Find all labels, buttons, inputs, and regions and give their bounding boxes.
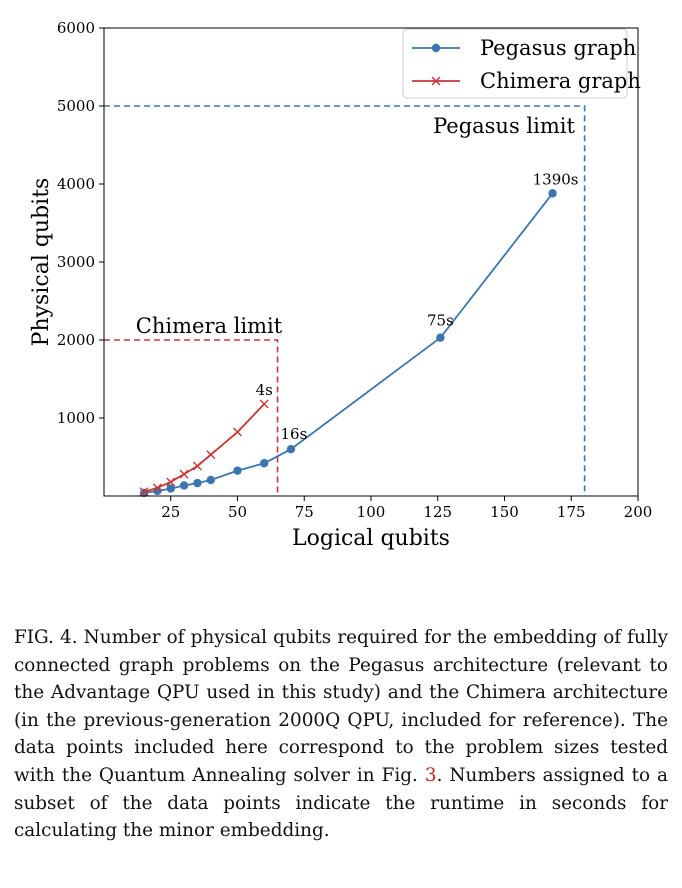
limit-label: Chimera limit <box>136 314 283 338</box>
limit-line <box>104 339 279 496</box>
data-point <box>548 189 557 198</box>
data-point <box>286 445 296 454</box>
data-label: 4s <box>256 381 273 399</box>
limit-line <box>104 105 586 496</box>
y-axis-label: Physical qubits <box>29 178 54 347</box>
y-tick-label: 1000 <box>57 409 95 427</box>
legend-marker <box>431 43 441 53</box>
x-tick-label: 175 <box>557 503 586 521</box>
data-point <box>179 481 189 490</box>
data-point <box>179 469 189 479</box>
y-tick-label: 4000 <box>57 175 95 193</box>
data-point <box>166 477 176 487</box>
legend-label: Pegasus graph <box>480 36 636 60</box>
data-label: 1390s <box>533 170 579 188</box>
caption-text-after-ref: . Numbers assigned to a subset of the da… <box>14 764 668 842</box>
x-tick-label: 100 <box>357 503 386 521</box>
data-point <box>206 475 215 485</box>
axis-ticks: 25 50 75 100 125 150 175 200 1000 2000 3000 4000 500… <box>57 19 653 521</box>
figure-caption: FIG. 4. Number of physical qubits requir… <box>14 624 668 845</box>
series <box>139 189 557 498</box>
data-label: 75s <box>427 312 454 330</box>
data-point <box>259 399 269 409</box>
y-tick-label: 6000 <box>57 19 95 37</box>
data-point <box>233 427 242 437</box>
limit-lines: Pegasus limit Chimera limit <box>104 105 586 496</box>
y-tick-label: 5000 <box>57 97 95 115</box>
x-tick-label: 25 <box>161 503 180 521</box>
caption-text-before-ref: FIG. 4. Number of physical qubits requir… <box>14 627 668 786</box>
x-tick-label: 50 <box>228 503 247 521</box>
data-point <box>233 466 242 475</box>
x-tick-label: 75 <box>295 503 314 521</box>
x-axis-label: Logical qubits <box>292 526 450 551</box>
legend-marker <box>431 76 441 86</box>
data-point <box>193 478 202 488</box>
series-line <box>143 403 265 493</box>
data-point <box>152 483 162 493</box>
y-tick-label: 2000 <box>57 331 95 349</box>
data-point <box>192 461 202 471</box>
data-point <box>166 484 175 493</box>
x-tick-label: 200 <box>624 503 653 521</box>
x-tick-label: 150 <box>490 503 519 521</box>
legend-label: Chimera graph <box>480 69 641 93</box>
y-tick-label: 3000 <box>57 253 95 271</box>
limit-label: Pegasus limit <box>433 114 575 138</box>
annotations: 1390s 75s 16s 4s <box>256 170 579 443</box>
data-label: 16s <box>281 425 308 443</box>
chart: Pegasus limit Chimera limit 1390s 75s 16s 4s… <box>29 19 653 551</box>
figure-reference-link[interactable]: 3 <box>424 764 437 786</box>
x-tick-label: 125 <box>423 503 452 521</box>
data-point <box>139 487 149 497</box>
series-line <box>143 192 554 494</box>
data-point <box>436 333 445 342</box>
legend: Pegasus graph Chimera graph <box>402 28 641 99</box>
data-point <box>260 459 269 468</box>
data-point <box>206 450 216 460</box>
